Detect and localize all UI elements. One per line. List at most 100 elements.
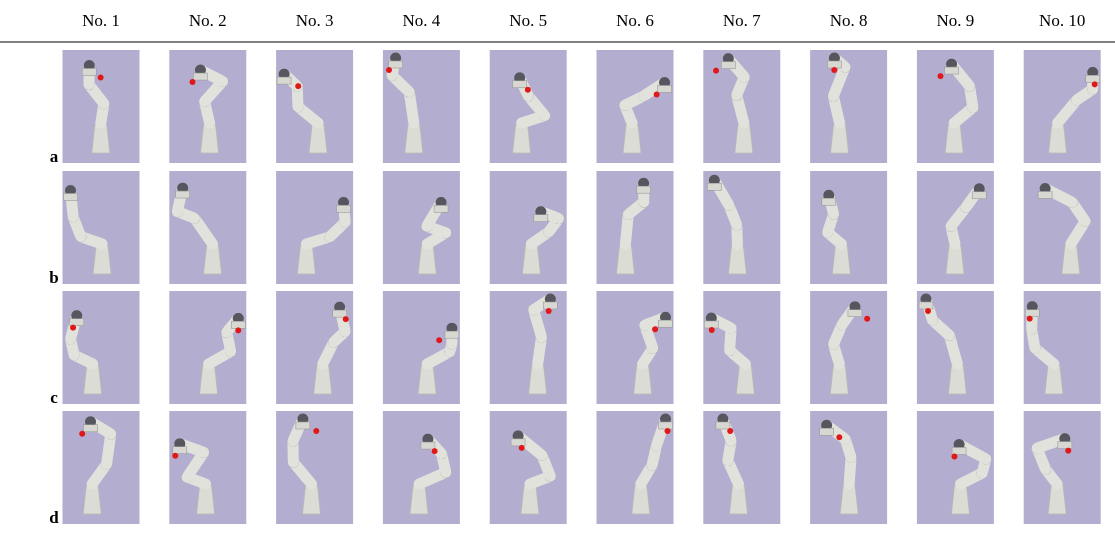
robot-image	[1023, 171, 1101, 284]
robot-gripper	[658, 319, 673, 328]
robot-gripper	[512, 80, 527, 89]
robot-gripper	[172, 446, 188, 455]
robot-image	[810, 411, 888, 524]
robot-base	[196, 485, 216, 515]
robot-image	[169, 291, 247, 404]
robot-image	[1023, 50, 1101, 163]
robot-image	[169, 171, 247, 284]
robot-image	[916, 411, 994, 524]
robot-gripper	[510, 438, 526, 447]
robot-image	[596, 411, 674, 524]
robot-base	[622, 124, 642, 154]
robot-gripper	[658, 421, 673, 430]
robot-gripper	[971, 191, 987, 200]
robot-base	[91, 124, 111, 154]
robot-image	[276, 50, 354, 163]
row-label: d	[49, 508, 59, 527]
robot-gripper	[63, 193, 78, 201]
column-header: No. 2	[189, 11, 227, 30]
robot-image	[596, 291, 674, 404]
robot-gripper	[1024, 309, 1040, 317]
robot-gripper	[721, 61, 736, 69]
robot-gripper	[1037, 191, 1053, 199]
target-point	[235, 327, 242, 334]
target-point	[652, 326, 659, 333]
target-point	[545, 308, 552, 314]
target-point	[524, 86, 531, 93]
robot-base	[945, 245, 965, 275]
column-header: No. 5	[509, 11, 547, 30]
robot-gripper	[388, 60, 403, 69]
robot-gripper	[175, 190, 190, 199]
robot-image	[703, 291, 781, 404]
robot-gripper	[276, 76, 292, 85]
target-point	[189, 79, 196, 86]
robot-image	[489, 171, 567, 284]
robot-base	[528, 365, 548, 395]
target-point	[70, 324, 77, 331]
robot-gripper	[543, 301, 558, 310]
target-point	[386, 67, 393, 73]
target-point	[1026, 315, 1033, 322]
robot-base	[512, 124, 532, 154]
robot-image	[276, 411, 354, 524]
robot-image	[1023, 411, 1101, 524]
robot-gripper	[707, 182, 722, 191]
target-point	[431, 448, 438, 455]
robot-base	[1047, 485, 1067, 515]
robot-base	[951, 485, 970, 515]
image-background	[596, 171, 674, 284]
robot-image	[916, 50, 994, 163]
robot-base	[735, 365, 755, 395]
robot-base	[729, 485, 748, 515]
target-point	[864, 315, 871, 322]
robot-base	[520, 485, 540, 515]
robot-gripper	[81, 68, 97, 76]
robot-base	[409, 485, 429, 515]
robot-gripper	[69, 318, 85, 326]
robot-base	[92, 245, 112, 275]
target-point	[1091, 81, 1098, 88]
robot-image	[169, 50, 247, 163]
row-label: c	[50, 388, 58, 407]
robot-base	[296, 245, 316, 275]
target-point	[727, 428, 734, 434]
target-point	[951, 453, 958, 460]
robot-base	[200, 124, 220, 154]
image-background	[1023, 171, 1101, 284]
robot-gripper	[420, 441, 436, 450]
robot-image	[276, 291, 354, 404]
robot-base	[417, 245, 437, 275]
robot-base	[521, 245, 541, 275]
robot-gripper	[657, 85, 672, 93]
robot-image	[382, 411, 460, 524]
robot-gripper	[703, 320, 719, 329]
robot-base	[302, 485, 321, 515]
row-label: b	[49, 268, 58, 287]
robot-gripper	[332, 309, 347, 318]
target-point	[925, 308, 932, 314]
robot-gripper	[1085, 75, 1100, 83]
robot-image	[810, 50, 888, 163]
robot-base	[633, 365, 653, 395]
robot-image	[62, 411, 140, 524]
column-header: No. 1	[82, 11, 120, 30]
robot-base	[1044, 365, 1064, 395]
robot-base	[947, 365, 967, 395]
robot-gripper	[951, 447, 967, 455]
robot-base	[831, 245, 851, 275]
robot-image	[596, 171, 674, 284]
robot-gripper	[231, 321, 246, 329]
column-header: No. 6	[616, 11, 654, 30]
target-point	[342, 316, 349, 323]
robot-image	[916, 171, 994, 284]
target-point	[79, 430, 86, 437]
column-header: No. 7	[723, 11, 761, 30]
target-point	[831, 67, 838, 73]
robot-base	[727, 245, 747, 275]
robot-base	[308, 124, 328, 154]
robot-gripper	[533, 214, 549, 222]
robot-image	[1023, 291, 1101, 404]
robot-image	[382, 50, 460, 163]
